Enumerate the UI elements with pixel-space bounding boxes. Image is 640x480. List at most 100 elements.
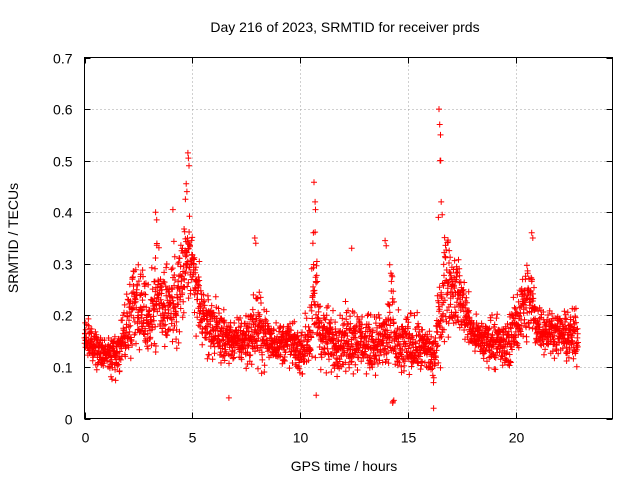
data-point	[500, 337, 507, 344]
data-point	[195, 322, 202, 329]
data-point	[317, 366, 324, 373]
data-point	[85, 322, 92, 329]
data-point	[121, 301, 128, 308]
data-point	[204, 355, 211, 362]
data-point	[254, 295, 261, 302]
data-point	[540, 326, 547, 333]
data-point	[288, 327, 295, 334]
data-point	[209, 356, 216, 363]
data-point	[250, 333, 257, 340]
data-point	[270, 327, 277, 334]
data-point	[390, 397, 397, 404]
y-tick-label: 0.5	[53, 154, 73, 170]
data-point	[342, 368, 349, 375]
data-point	[294, 345, 301, 352]
data-point	[179, 314, 186, 321]
data-point	[275, 345, 282, 352]
data-point	[160, 322, 167, 329]
data-point	[161, 302, 168, 309]
x-tick-label: 20	[509, 430, 525, 446]
data-point	[216, 310, 222, 317]
data-point	[310, 261, 317, 268]
data-point	[390, 319, 397, 326]
data-point	[332, 319, 339, 326]
data-point	[186, 162, 192, 169]
data-point	[125, 344, 132, 351]
data-point	[298, 332, 305, 339]
data-point	[111, 333, 118, 340]
data-point	[139, 297, 146, 304]
data-point	[358, 358, 365, 365]
data-point	[453, 273, 460, 280]
data-point	[326, 356, 332, 363]
data-point	[565, 335, 572, 342]
data-point	[302, 310, 309, 317]
data-point	[128, 338, 135, 344]
data-point	[191, 309, 198, 316]
data-point	[376, 357, 383, 364]
data-point	[244, 325, 251, 331]
data-point	[183, 180, 190, 187]
data-point	[182, 270, 189, 277]
data-point	[215, 332, 222, 339]
data-point	[148, 264, 155, 271]
y-tick-label: 0.7	[53, 51, 73, 67]
data-point	[435, 359, 442, 366]
data-point	[220, 306, 227, 313]
data-point	[315, 323, 322, 330]
data-point	[203, 335, 210, 341]
data-point	[343, 316, 350, 323]
data-point	[93, 366, 100, 373]
data-point	[150, 317, 157, 324]
x-tick-label: 5	[189, 430, 197, 446]
data-point	[573, 363, 580, 370]
data-point	[157, 296, 164, 303]
data-point	[196, 277, 203, 284]
data-point	[310, 229, 317, 236]
data-point	[451, 304, 458, 311]
data-point	[152, 255, 159, 261]
data-point	[148, 316, 155, 323]
data-point	[248, 361, 255, 368]
data-point	[132, 329, 139, 336]
data-point	[257, 294, 264, 301]
data-point	[386, 261, 393, 268]
data-point	[312, 354, 319, 361]
data-point	[436, 322, 443, 329]
data-point	[277, 351, 284, 358]
data-point	[342, 298, 349, 305]
data-point	[382, 237, 389, 244]
data-point	[253, 295, 260, 302]
data-point	[280, 356, 287, 363]
data-point	[297, 338, 304, 345]
data-point	[344, 347, 351, 354]
data-point	[123, 291, 130, 298]
data-point	[417, 366, 424, 373]
data-point	[211, 350, 218, 357]
data-point	[528, 229, 535, 236]
data-point	[452, 309, 459, 316]
data-point	[192, 264, 199, 271]
data-point	[440, 326, 447, 333]
data-point	[359, 313, 366, 320]
data-point	[139, 306, 146, 313]
data-point	[472, 348, 478, 355]
data-point	[405, 319, 412, 326]
data-point	[445, 239, 452, 245]
data-point	[404, 325, 411, 332]
data-point	[446, 269, 453, 275]
data-point	[393, 350, 400, 357]
data-point	[255, 365, 261, 372]
data-point	[516, 313, 523, 320]
data-point	[379, 359, 386, 366]
data-point	[372, 320, 379, 327]
data-point	[461, 327, 468, 333]
data-point	[460, 301, 467, 308]
data-point	[318, 354, 325, 361]
data-point	[448, 272, 454, 279]
data-point	[404, 314, 411, 321]
data-point	[548, 310, 555, 317]
data-point	[353, 322, 360, 329]
data-point	[489, 331, 496, 338]
data-point	[313, 272, 320, 279]
